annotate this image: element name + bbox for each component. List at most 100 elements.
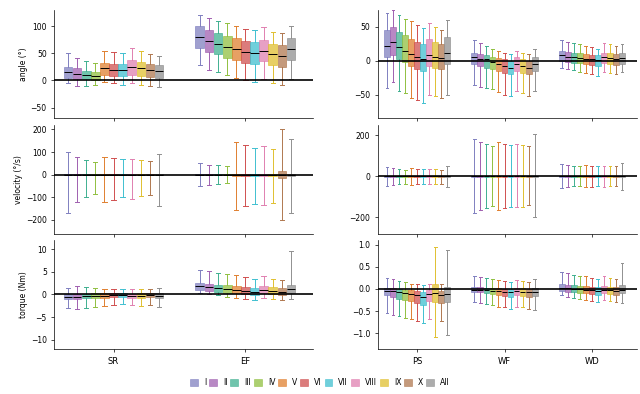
PathPatch shape	[195, 26, 204, 48]
PathPatch shape	[526, 61, 532, 74]
PathPatch shape	[565, 285, 571, 292]
PathPatch shape	[438, 176, 444, 177]
PathPatch shape	[278, 171, 286, 178]
PathPatch shape	[414, 176, 420, 177]
PathPatch shape	[155, 174, 163, 175]
PathPatch shape	[146, 174, 154, 175]
PathPatch shape	[601, 53, 607, 63]
PathPatch shape	[396, 176, 402, 177]
PathPatch shape	[601, 286, 607, 293]
PathPatch shape	[565, 52, 571, 62]
PathPatch shape	[438, 44, 444, 69]
PathPatch shape	[490, 57, 495, 69]
PathPatch shape	[483, 176, 489, 177]
PathPatch shape	[268, 287, 277, 294]
PathPatch shape	[241, 287, 250, 294]
PathPatch shape	[472, 176, 477, 177]
PathPatch shape	[619, 285, 625, 293]
PathPatch shape	[259, 40, 268, 61]
PathPatch shape	[205, 284, 213, 291]
PathPatch shape	[502, 59, 508, 73]
PathPatch shape	[571, 176, 577, 177]
PathPatch shape	[495, 288, 501, 295]
PathPatch shape	[63, 294, 72, 299]
PathPatch shape	[595, 55, 601, 65]
PathPatch shape	[100, 294, 109, 297]
PathPatch shape	[402, 176, 408, 177]
Legend: I, II, III, IV, V, VI, VII, VIII, IX, X, All: I, II, III, IV, V, VI, VII, VIII, IX, X,…	[187, 375, 453, 390]
PathPatch shape	[583, 286, 589, 293]
PathPatch shape	[477, 287, 483, 292]
PathPatch shape	[565, 176, 571, 177]
PathPatch shape	[520, 59, 525, 73]
PathPatch shape	[420, 44, 426, 71]
PathPatch shape	[532, 176, 538, 177]
PathPatch shape	[136, 174, 145, 175]
PathPatch shape	[601, 176, 607, 177]
PathPatch shape	[577, 53, 582, 63]
PathPatch shape	[91, 294, 100, 298]
PathPatch shape	[259, 286, 268, 294]
PathPatch shape	[390, 27, 396, 55]
PathPatch shape	[223, 174, 232, 175]
PathPatch shape	[195, 283, 204, 290]
PathPatch shape	[426, 290, 432, 301]
PathPatch shape	[438, 291, 444, 303]
PathPatch shape	[595, 287, 601, 295]
PathPatch shape	[589, 286, 595, 294]
PathPatch shape	[402, 35, 408, 62]
PathPatch shape	[595, 176, 601, 177]
PathPatch shape	[444, 37, 450, 64]
PathPatch shape	[232, 38, 241, 60]
PathPatch shape	[118, 294, 127, 297]
PathPatch shape	[214, 285, 223, 292]
PathPatch shape	[477, 54, 483, 66]
PathPatch shape	[146, 294, 154, 297]
PathPatch shape	[205, 30, 213, 52]
Y-axis label: torque (Nm): torque (Nm)	[19, 271, 28, 318]
PathPatch shape	[250, 43, 259, 64]
PathPatch shape	[577, 176, 582, 177]
PathPatch shape	[205, 174, 213, 175]
PathPatch shape	[73, 294, 81, 299]
PathPatch shape	[414, 42, 420, 69]
PathPatch shape	[472, 53, 477, 64]
PathPatch shape	[508, 176, 513, 177]
PathPatch shape	[396, 289, 402, 299]
PathPatch shape	[214, 174, 223, 175]
PathPatch shape	[278, 45, 286, 67]
PathPatch shape	[146, 64, 154, 77]
PathPatch shape	[571, 285, 577, 292]
PathPatch shape	[91, 72, 100, 80]
PathPatch shape	[63, 174, 72, 175]
PathPatch shape	[250, 288, 259, 295]
PathPatch shape	[278, 288, 286, 295]
PathPatch shape	[214, 33, 223, 54]
PathPatch shape	[268, 43, 277, 65]
PathPatch shape	[73, 174, 81, 175]
PathPatch shape	[396, 32, 402, 59]
PathPatch shape	[583, 176, 589, 177]
PathPatch shape	[223, 285, 232, 293]
PathPatch shape	[514, 176, 520, 177]
PathPatch shape	[287, 38, 295, 60]
PathPatch shape	[259, 174, 268, 176]
PathPatch shape	[444, 176, 450, 177]
PathPatch shape	[559, 50, 564, 61]
PathPatch shape	[607, 176, 613, 177]
PathPatch shape	[426, 39, 432, 66]
PathPatch shape	[127, 294, 136, 297]
PathPatch shape	[100, 174, 109, 175]
PathPatch shape	[420, 292, 426, 305]
PathPatch shape	[583, 54, 589, 64]
PathPatch shape	[607, 286, 613, 294]
PathPatch shape	[232, 174, 241, 176]
PathPatch shape	[241, 174, 250, 176]
PathPatch shape	[82, 294, 90, 299]
PathPatch shape	[613, 54, 619, 65]
PathPatch shape	[589, 176, 595, 177]
PathPatch shape	[420, 176, 426, 177]
PathPatch shape	[433, 176, 438, 177]
PathPatch shape	[127, 174, 136, 175]
PathPatch shape	[390, 176, 396, 177]
